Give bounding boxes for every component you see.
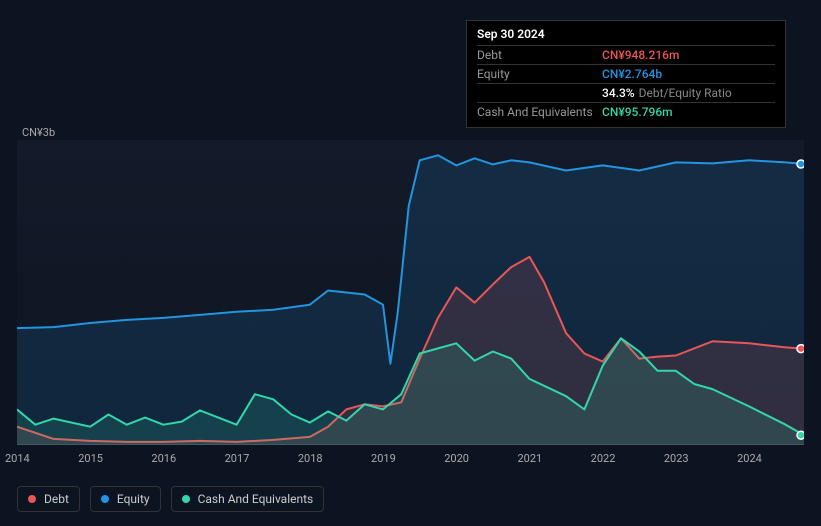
x-axis-tick: 2014: [5, 452, 30, 465]
x-axis-tick: 2020: [444, 452, 469, 465]
x-axis-tick: 2015: [78, 452, 103, 465]
legend-label: Debt: [44, 492, 69, 506]
chart-tooltip: Sep 30 2024 Debt CN¥948.216m Equity CN¥2…: [466, 20, 786, 128]
legend-dot-icon: [28, 495, 36, 503]
legend-dot-icon: [101, 495, 109, 503]
x-axis-tick: 2018: [298, 452, 323, 465]
chart-area[interactable]: [17, 140, 804, 445]
tooltip-value: CN¥948.216m: [602, 48, 679, 62]
tooltip-value: CN¥95.796m: [602, 105, 673, 119]
legend-item[interactable]: Equity: [90, 486, 161, 512]
x-axis-tick: 2019: [371, 452, 396, 465]
tooltip-row: Debt CN¥948.216m: [477, 45, 775, 64]
x-axis-tick: 2016: [151, 452, 176, 465]
legend-label: Cash And Equivalents: [198, 492, 314, 506]
x-axis-tick: 2024: [737, 452, 762, 465]
tooltip-row: Cash And Equivalents CN¥95.796m: [477, 102, 775, 121]
legend-item[interactable]: Debt: [17, 486, 80, 512]
legend: Debt Equity Cash And Equivalents: [17, 486, 324, 512]
tooltip-label: Cash And Equivalents: [477, 105, 602, 119]
tooltip-row: 34.3% Debt/Equity Ratio: [477, 83, 775, 102]
x-axis-tick: 2017: [225, 452, 250, 465]
tooltip-secondary: Debt/Equity Ratio: [639, 86, 732, 100]
legend-label: Equity: [117, 492, 150, 506]
x-axis-tick: 2021: [517, 452, 542, 465]
tooltip-value: CN¥2.764b: [602, 67, 662, 81]
y-axis-label-max: CN¥3b: [22, 126, 55, 139]
tooltip-label: Debt: [477, 48, 602, 62]
legend-dot-icon: [182, 495, 190, 503]
x-axis-tick: 2022: [591, 452, 616, 465]
x-axis-tick: 2023: [664, 452, 689, 465]
tooltip-row: Equity CN¥2.764b: [477, 64, 775, 83]
tooltip-date: Sep 30 2024: [477, 27, 775, 45]
tooltip-label: Equity: [477, 67, 602, 81]
legend-item[interactable]: Cash And Equivalents: [171, 486, 325, 512]
tooltip-value: 34.3%: [602, 86, 635, 100]
tooltip-label: [477, 86, 602, 100]
